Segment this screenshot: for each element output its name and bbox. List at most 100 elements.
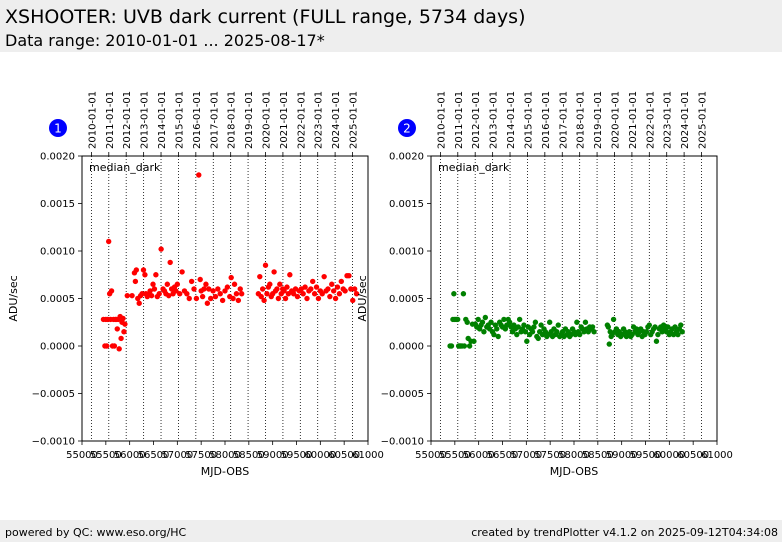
x-tick-label: 58000	[558, 450, 590, 461]
data-point	[275, 295, 282, 302]
x-tick-label: 57000	[161, 450, 193, 461]
data-point	[451, 291, 457, 297]
data-point	[605, 324, 612, 330]
data-point	[327, 293, 333, 300]
data-point	[164, 281, 171, 287]
data-point	[267, 281, 273, 287]
data-point	[461, 343, 468, 349]
data-point	[535, 335, 541, 342]
top-tick-label: 2016-01-01	[541, 91, 552, 149]
chart-1-badge-icon	[49, 119, 67, 137]
x-tick-label: 58000	[209, 450, 241, 461]
x-tick-label: 56000	[114, 450, 146, 461]
top-tick-label: 2024-01-01	[680, 91, 691, 149]
top-tick-label: 2015-01-01	[174, 91, 185, 149]
data-point	[325, 286, 331, 292]
data-point	[515, 324, 521, 330]
x-axis-label: MJD-OBS	[550, 465, 598, 478]
data-point	[179, 269, 185, 275]
x-tick-label: 60000	[304, 450, 336, 461]
data-point	[481, 329, 487, 335]
x-tick-label: 57500	[185, 450, 217, 461]
data-point	[129, 292, 135, 299]
x-tick-label: 59000	[606, 450, 638, 461]
legend-label: median_dark	[89, 161, 161, 174]
data-point	[210, 288, 216, 294]
data-point	[153, 272, 159, 278]
data-point	[471, 338, 477, 344]
data-point	[186, 295, 192, 302]
chart-2-frame	[430, 155, 718, 442]
data-point	[264, 291, 270, 297]
top-tick-label: 2013-01-01	[140, 91, 151, 149]
chart-2: 2 2010-01-01 2011-01-01 2012-01-01 2013-01-0…	[356, 91, 733, 478]
data-point	[156, 291, 162, 297]
data-point	[199, 293, 206, 300]
data-point	[577, 331, 583, 338]
data-point	[348, 286, 354, 292]
y-axis-label: ADU/sec	[7, 275, 20, 321]
data-point	[294, 293, 301, 300]
data-point	[319, 291, 325, 297]
data-point	[678, 322, 684, 328]
data-point	[652, 324, 658, 330]
top-tick-label: 2019-01-01	[593, 91, 604, 149]
data-point	[262, 262, 269, 268]
x-tick-label: 58500	[233, 450, 265, 461]
data-point	[150, 281, 156, 287]
x-tick-label: 61000	[352, 450, 384, 461]
x-tick-label: 60500	[328, 450, 360, 461]
top-tick-label: 2014-01-01	[506, 91, 517, 149]
y-tick-label: 0.0010	[40, 247, 75, 258]
data-point	[274, 286, 280, 292]
data-point	[334, 284, 341, 290]
top-tick-label: 2010-01-01	[87, 91, 98, 149]
x-axis-label: MJD-OBS	[201, 465, 249, 478]
top-tick-label: 2014-01-01	[157, 91, 168, 149]
data-point	[122, 321, 128, 327]
data-point	[506, 319, 513, 325]
data-point	[313, 284, 320, 290]
x-tick-label: 55000	[415, 450, 447, 461]
top-tick-label: 2022-01-01	[645, 91, 656, 149]
data-point	[655, 331, 661, 338]
top-tick-label: 2025-01-01	[698, 91, 709, 149]
data-point	[219, 297, 226, 304]
chart-1: 1 2010-01-01 2011-01-01 2012-01-01 2013-01-0…	[7, 91, 384, 478]
x-tick-label: 61000	[701, 450, 733, 461]
data-point	[257, 273, 263, 280]
data-point	[139, 291, 145, 297]
y-tick-label: 0.0020	[40, 152, 75, 163]
top-tick-label: 2019-01-01	[244, 91, 255, 149]
x-tick-label: 60500	[677, 450, 709, 461]
data-point	[494, 326, 500, 332]
y-tick-label: 0.0015	[389, 199, 424, 210]
data-point	[475, 316, 481, 323]
data-point	[589, 324, 596, 330]
data-point	[308, 286, 314, 292]
data-point	[516, 316, 523, 323]
top-tick-label: 2018-01-01	[227, 91, 238, 149]
x-tick-label: 56000	[463, 450, 495, 461]
footer-bar: powered by QC: www.eso.org/HC created by…	[0, 520, 782, 542]
data-point	[201, 286, 207, 292]
x-tick-label: 55500	[439, 450, 471, 461]
data-point	[140, 267, 147, 273]
top-tick-label: 2022-01-01	[296, 91, 307, 149]
x-tick-label: 56500	[487, 450, 519, 461]
data-point	[111, 343, 118, 349]
top-tick-label: 2013-01-01	[489, 91, 500, 149]
y-axis-label: ADU/sec	[356, 275, 369, 321]
data-point	[353, 291, 360, 297]
top-tick-label: 2025-01-01	[349, 91, 360, 149]
y-tick-label: −0.0005	[381, 389, 424, 400]
top-tick-label: 2021-01-01	[628, 91, 639, 149]
data-point	[491, 331, 497, 338]
data-point	[166, 292, 172, 299]
footer-powered-by: powered by QC: www.eso.org/HC	[5, 526, 187, 539]
data-point	[124, 292, 130, 299]
data-point	[300, 291, 306, 297]
data-point	[290, 291, 297, 297]
data-point	[167, 259, 173, 266]
data-point	[315, 295, 322, 302]
